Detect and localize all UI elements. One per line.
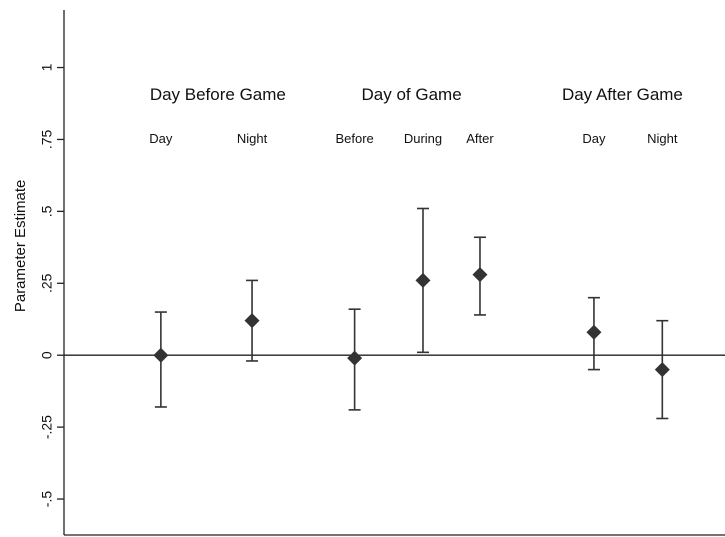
estimate-marker: [586, 324, 602, 340]
group-label: Day After Game: [562, 85, 683, 104]
data-points: [153, 207, 670, 420]
y-tick-label: 1: [39, 63, 55, 71]
group-labels: Day Before Game Day of Game Day After Game: [150, 85, 683, 104]
estimate-marker: [415, 272, 431, 288]
y-tick-label: .5: [39, 205, 55, 217]
point-label: After: [466, 131, 494, 146]
point-label: Day: [149, 131, 173, 146]
point-label: Night: [237, 131, 268, 146]
group-label: Day of Game: [362, 85, 462, 104]
point-label: Day: [582, 131, 606, 146]
y-tick-label: -.25: [39, 415, 55, 439]
y-ticks: 1 .75 .5 .25 0 -.25 -.5: [39, 63, 64, 507]
estimate-marker: [654, 362, 670, 378]
y-tick-label: 0: [39, 351, 55, 359]
estimate-marker: [244, 313, 260, 329]
estimate-marker: [153, 347, 169, 363]
point-label: Night: [647, 131, 678, 146]
y-axis-label: Parameter Estimate: [12, 180, 29, 313]
y-tick-label: .25: [39, 273, 55, 293]
point-label: Before: [335, 131, 373, 146]
group-label: Day Before Game: [150, 85, 286, 104]
y-tick-label: -.5: [39, 491, 55, 508]
estimate-marker: [472, 267, 488, 283]
point-labels: Day Night Before During After Day Night: [149, 131, 678, 146]
estimate-marker: [347, 350, 363, 366]
y-tick-label: .75: [39, 130, 55, 150]
point-label: During: [404, 131, 442, 146]
